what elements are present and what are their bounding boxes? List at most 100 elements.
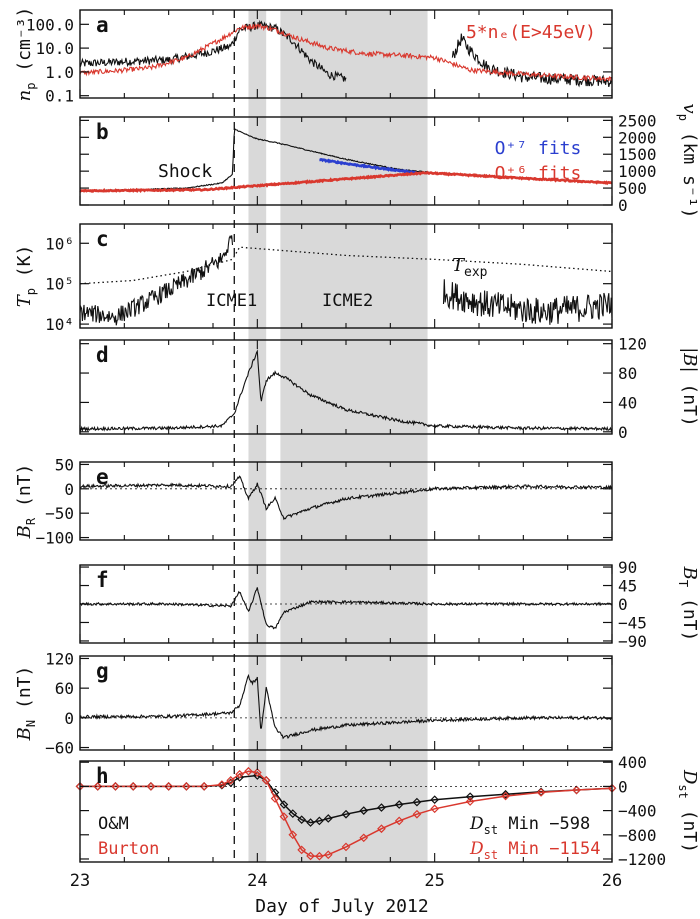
series-trace	[79, 673, 613, 740]
panel-letter-d: d	[96, 343, 109, 367]
data-point-marker	[226, 776, 236, 785]
panel-letter-e: e	[96, 465, 109, 489]
series-trace	[79, 234, 234, 326]
series-b-o6-fits	[79, 170, 613, 194]
data-point-marker	[359, 833, 369, 843]
data-point-marker	[377, 803, 386, 812]
panel-letter-b: b	[96, 120, 109, 144]
data-point-marker	[111, 782, 120, 791]
series-a-n-p	[79, 19, 347, 83]
y-tick-label: 1500	[618, 145, 657, 164]
y-tick-label: −90	[618, 632, 647, 651]
y-tick-label: 2500	[618, 111, 657, 130]
data-point-marker	[146, 782, 156, 791]
label-icme1: ICME1	[206, 291, 257, 311]
data-point-marker	[182, 782, 191, 791]
y-tick-label: 100.0	[26, 15, 74, 34]
panel-letter-c: c	[96, 227, 109, 251]
data-point-marker	[235, 769, 244, 779]
annotation-shock: Shock	[158, 161, 212, 182]
data-point-marker	[270, 794, 280, 803]
data-point-marker	[315, 851, 324, 861]
y-tick-label: 1000	[618, 162, 657, 181]
series-g-b-n	[79, 673, 613, 740]
y-tick-label: 50	[55, 455, 74, 474]
data-point-marker	[394, 800, 404, 809]
y-tick-label: 0	[64, 709, 74, 728]
y-tick-label: 400	[618, 753, 647, 772]
label-dst-min-burton: Dst Min −1154	[469, 839, 600, 862]
data-point-marker	[199, 782, 209, 791]
data-point-marker	[270, 788, 280, 797]
legend-electron-density: 5*nₑ(E>45eV)	[466, 22, 596, 43]
y-tick-label: −400	[618, 802, 657, 821]
data-point-marker	[412, 809, 422, 819]
data-point-marker	[217, 780, 227, 789]
shading-layer	[248, 10, 428, 862]
y-tick-label: 10.0	[35, 39, 74, 58]
data-point-marker	[279, 800, 289, 809]
y-tick-label: 120	[45, 649, 74, 668]
data-point-marker	[128, 782, 138, 791]
y-tick-label: −60	[45, 739, 74, 758]
y-axis-label-h: Dst (nT)	[676, 769, 700, 853]
y-axis-label-g: BN (nT)	[14, 666, 38, 742]
y-axis-label-e: BR (nT)	[14, 464, 38, 540]
panel-letter-a: a	[96, 13, 109, 37]
data-point-marker	[323, 850, 333, 860]
shaded-interval-icme2	[280, 10, 428, 862]
y-tick-label: 0	[618, 196, 628, 215]
y-axis-label-c: Tp (K)	[14, 245, 38, 308]
data-point-marker	[288, 809, 298, 818]
series-d--b-	[79, 349, 613, 432]
y-tick-label: 10⁴	[45, 315, 74, 334]
data-point-marker	[297, 815, 307, 825]
x-tick-label: 25	[424, 871, 444, 891]
panel-letter-f: f	[96, 568, 109, 592]
series-trace	[79, 23, 613, 83]
series-trace	[79, 587, 613, 630]
panel-letter-h: h	[96, 764, 109, 788]
x-tick-label: 23	[70, 871, 90, 891]
data-point-marker	[377, 824, 386, 834]
data-point-marker	[261, 776, 271, 785]
label-t-exp: Texp	[452, 255, 488, 280]
data-point-marker	[306, 818, 315, 827]
series-e-b-r	[79, 475, 613, 521]
series-trace	[79, 19, 347, 83]
y-tick-label: −45	[618, 613, 647, 632]
series-trace	[79, 349, 613, 432]
data-point-marker	[306, 851, 315, 861]
y-tick-label: 80	[618, 364, 637, 383]
y-tick-label: −800	[618, 826, 657, 845]
data-point-marker	[430, 795, 440, 805]
data-point-marker	[323, 814, 333, 823]
y-tick-label: 0.1	[45, 87, 74, 106]
label-dst-min-om: Dst Min −598	[469, 814, 590, 837]
y-tick-label: 40	[618, 393, 637, 412]
series-b-o7-fits	[319, 158, 418, 175]
label-icme2: ICME2	[322, 291, 373, 311]
y-tick-label: 1.0	[45, 63, 74, 82]
series-c-t-p	[79, 234, 234, 326]
data-point-marker	[93, 782, 103, 791]
y-tick-label: −1200	[618, 850, 666, 869]
y-tick-label: 10⁶	[45, 234, 74, 253]
y-tick-label: −100	[35, 529, 74, 548]
data-point-marker	[279, 812, 289, 821]
y-tick-label: 2000	[618, 128, 657, 147]
series-trace	[319, 158, 418, 175]
data-point-marker	[430, 804, 440, 814]
y-tick-label: 0	[618, 777, 628, 796]
data-point-marker	[501, 791, 510, 801]
series-c-t-p-late	[442, 279, 613, 325]
x-tick-label: 24	[247, 871, 267, 891]
data-point-marker	[394, 816, 404, 826]
data-point-marker	[288, 830, 298, 840]
x-axis-title: Day of July 2012	[255, 896, 428, 917]
data-point-marker	[536, 788, 546, 797]
data-point-marker	[341, 842, 351, 852]
y-tick-label: 60	[55, 679, 74, 698]
data-point-marker	[572, 785, 581, 795]
